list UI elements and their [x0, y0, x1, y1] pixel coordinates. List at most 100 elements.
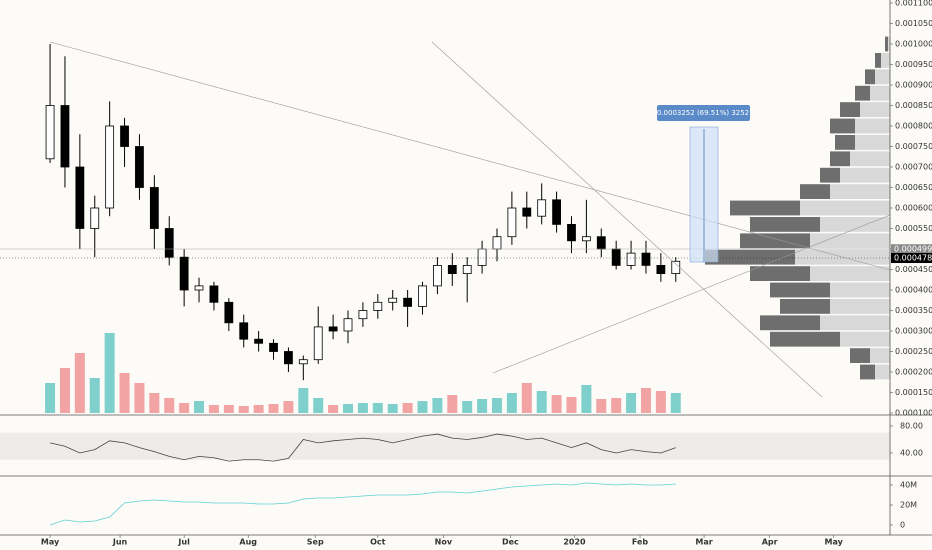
candle-body	[373, 301, 383, 311]
profile-light	[830, 282, 890, 298]
candle-body	[179, 256, 189, 291]
profile-light	[810, 266, 890, 281]
candle-body	[358, 310, 368, 320]
candle-body	[507, 207, 517, 238]
profile-dark	[885, 36, 888, 52]
profile-light	[870, 348, 890, 363]
y-tick-label: 20M	[900, 501, 917, 510]
profile-light	[870, 85, 890, 101]
profile-dark	[855, 85, 870, 101]
price-tag-label: 0.0004994	[894, 245, 932, 254]
y-tick-label: 0.0001000	[895, 409, 932, 418]
drawings	[0, 41, 891, 398]
volume-bar	[566, 397, 577, 413]
volume-bar	[238, 406, 249, 413]
volume-bar	[119, 373, 130, 413]
candle-body	[641, 252, 651, 266]
volume-bar	[655, 391, 666, 413]
candle-body	[581, 236, 591, 242]
volume-bar	[253, 405, 264, 413]
candle-body	[671, 260, 681, 274]
trend-line	[492, 214, 891, 374]
volume-bar	[164, 398, 175, 413]
volume-bar	[104, 333, 115, 413]
candle-body	[194, 285, 204, 291]
profile-light	[850, 151, 890, 167]
volume-bar	[521, 383, 532, 413]
volume-bar	[417, 401, 428, 413]
volume-bar	[581, 385, 592, 413]
x-tick-label: Feb	[632, 538, 649, 547]
volume-bar	[74, 353, 85, 413]
measure-box	[657, 105, 750, 121]
profile-light	[830, 184, 890, 199]
candle-body	[120, 125, 129, 147]
candle-body	[626, 252, 636, 266]
volume-bar	[134, 383, 145, 413]
volume-bar	[89, 378, 100, 413]
y-tick-label: 80.00	[900, 421, 923, 430]
y-tick-label: 40.00	[900, 448, 923, 457]
profile-dark	[830, 118, 855, 134]
volume-bar	[506, 393, 517, 413]
candle-body	[552, 199, 561, 225]
price-tag	[891, 244, 932, 255]
volume-bar	[372, 403, 383, 413]
candle-body	[284, 351, 293, 365]
volume-bar	[283, 401, 294, 413]
profile-dark	[875, 53, 881, 68]
profile-light	[820, 315, 890, 331]
x-tick-label: Mar	[695, 538, 712, 547]
profile-light	[820, 217, 890, 232]
candle-body	[388, 297, 398, 303]
profile-light	[840, 167, 890, 183]
volume-bar	[343, 404, 354, 413]
trend-line	[431, 41, 823, 398]
x-tick-label: Jun	[112, 538, 128, 547]
volume-bar	[640, 388, 651, 413]
profile-dark	[800, 184, 830, 199]
candle-body	[537, 199, 547, 217]
profile-light	[810, 233, 890, 249]
volume-bar	[223, 405, 234, 413]
obv-line	[49, 482, 676, 526]
y-tick-label: 40M	[900, 481, 917, 490]
profile-dark	[740, 233, 810, 249]
y-tick-label: 0	[900, 521, 905, 530]
rsi-line	[49, 433, 676, 462]
volume-bar	[208, 405, 219, 413]
profile-dark	[770, 282, 830, 298]
volume-bar	[194, 401, 205, 413]
volume-bar	[551, 395, 562, 413]
volume-bar	[432, 398, 443, 413]
candle-body	[75, 166, 85, 229]
candle-body	[418, 285, 427, 307]
candle-body	[596, 236, 606, 250]
volume-bar	[357, 403, 368, 413]
candle-body	[522, 207, 532, 217]
profile-light	[860, 102, 890, 117]
candle-body	[90, 207, 100, 229]
candle-body	[239, 322, 249, 340]
trend-line	[49, 41, 891, 271]
x-tick-label: May	[825, 538, 844, 547]
volume-bar	[387, 404, 398, 413]
volume-bar	[491, 398, 502, 413]
volume-bar	[536, 391, 547, 413]
candle-body	[477, 248, 487, 266]
candle-body	[135, 146, 144, 188]
